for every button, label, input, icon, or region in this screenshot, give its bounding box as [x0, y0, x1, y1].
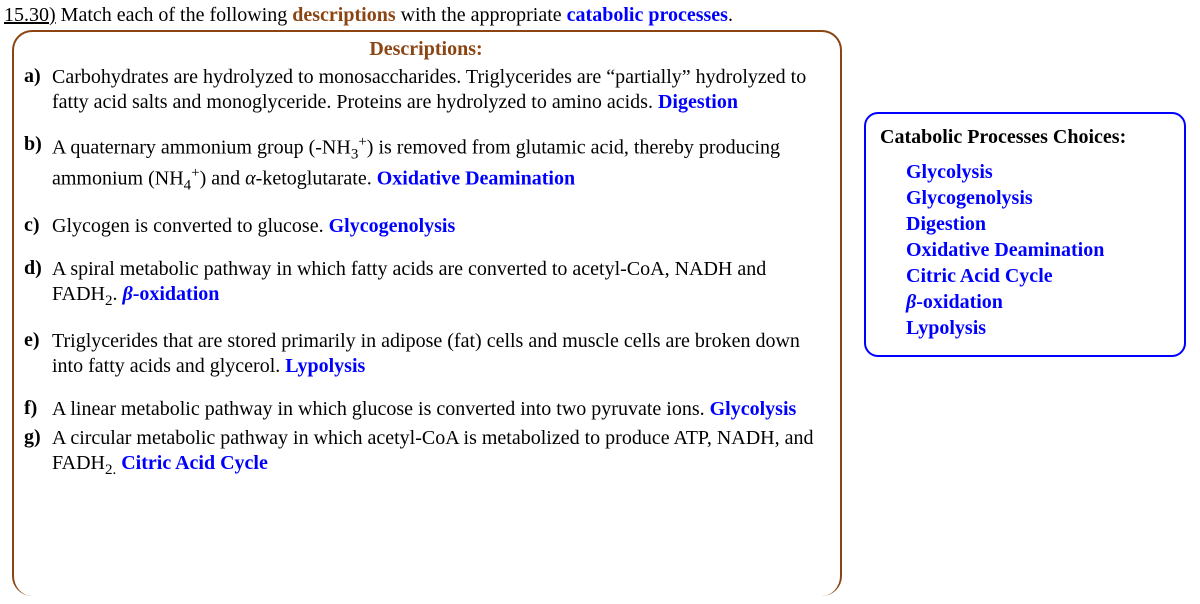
- item-e: e) Triglycerides that are stored primari…: [24, 329, 828, 379]
- item-d-answer-rest: -oxidation: [133, 283, 220, 305]
- question-header: 15.30) Match each of the following descr…: [0, 4, 1200, 31]
- choices-list: Glycolysis Glycogenolysis Digestion Oxid…: [880, 159, 1174, 341]
- item-b-alpha: α: [245, 168, 256, 190]
- choice-glycolysis: Glycolysis: [906, 159, 1174, 185]
- item-b: b) A quaternary ammonium group (-NH3+) i…: [24, 133, 828, 196]
- item-g-label: g): [24, 426, 52, 480]
- question-number: 15.30): [4, 4, 56, 26]
- choices-panel: Catabolic Processes Choices: Glycolysis …: [864, 112, 1186, 357]
- item-g-body: A circular metabolic pathway in which ac…: [52, 426, 828, 480]
- item-a-body: Carbohydrates are hydrolyzed to monosacc…: [52, 65, 828, 115]
- question-word-descriptions: descriptions: [292, 4, 395, 26]
- item-e-body: Triglycerides that are stored primarily …: [52, 329, 828, 379]
- item-b-pre: A quaternary ammonium group (-NH: [52, 137, 351, 159]
- item-c-answer: Glycogenolysis: [329, 215, 456, 237]
- choice-glycogenolysis: Glycogenolysis: [906, 185, 1174, 211]
- item-a: a) Carbohydrates are hydrolyzed to monos…: [24, 65, 828, 115]
- question-text-3: .: [728, 4, 733, 26]
- item-b-sup1: +: [358, 134, 366, 150]
- item-f-label: f): [24, 397, 52, 422]
- item-b-body: A quaternary ammonium group (-NH3+) is r…: [52, 133, 828, 196]
- choices-title: Catabolic Processes Choices:: [880, 126, 1174, 149]
- choice-beta-symbol: β: [906, 291, 916, 313]
- descriptions-title: Descriptions:: [24, 38, 828, 61]
- choice-beta-rest: -oxidation: [916, 291, 1003, 313]
- question-word-catabolic: catabolic processes: [567, 4, 728, 26]
- choice-citric-acid-cycle: Citric Acid Cycle: [906, 263, 1174, 289]
- item-b-mid2: ) and: [200, 168, 246, 190]
- choice-beta-oxidation: β-oxidation: [906, 289, 1174, 315]
- item-g-answer: Citric Acid Cycle: [121, 452, 268, 474]
- item-f-answer: Glycolysis: [710, 398, 797, 420]
- item-b-label: b): [24, 133, 52, 196]
- choice-digestion: Digestion: [906, 211, 1174, 237]
- item-g-sub: 2.: [105, 462, 116, 478]
- item-c-label: c): [24, 214, 52, 239]
- item-c: c) Glycogen is converted to glucose. Gly…: [24, 214, 828, 239]
- item-f: f) A linear metabolic pathway in which g…: [24, 397, 828, 422]
- item-b-sup2: +: [191, 165, 199, 181]
- question-text-1: Match each of the following: [61, 4, 293, 26]
- item-e-label: e): [24, 329, 52, 379]
- item-d: d) A spiral metabolic pathway in which f…: [24, 257, 828, 311]
- item-d-post: .: [112, 283, 122, 305]
- item-e-text: Triglycerides that are stored primarily …: [52, 330, 800, 377]
- descriptions-panel: Descriptions: a) Carbohydrates are hydro…: [12, 30, 842, 596]
- item-f-body: A linear metabolic pathway in which gluc…: [52, 397, 828, 422]
- item-c-text: Glycogen is converted to glucose.: [52, 215, 329, 237]
- item-a-answer: Digestion: [658, 91, 738, 113]
- question-text-2: with the appropriate: [396, 4, 567, 26]
- item-d-body: A spiral metabolic pathway in which fatt…: [52, 257, 828, 311]
- item-d-label: d): [24, 257, 52, 311]
- item-b-answer: Oxidative Deamination: [377, 168, 575, 190]
- item-g: g) A circular metabolic pathway in which…: [24, 426, 828, 480]
- choice-oxidative-deamination: Oxidative Deamination: [906, 237, 1174, 263]
- item-c-body: Glycogen is converted to glucose. Glycog…: [52, 214, 828, 239]
- item-e-answer: Lypolysis: [285, 355, 365, 377]
- item-a-label: a): [24, 65, 52, 115]
- item-b-post: -ketoglutarate.: [256, 168, 377, 190]
- item-d-answer-beta: β: [122, 283, 132, 305]
- item-f-text: A linear metabolic pathway in which gluc…: [52, 398, 710, 420]
- choice-lypolysis: Lypolysis: [906, 315, 1174, 341]
